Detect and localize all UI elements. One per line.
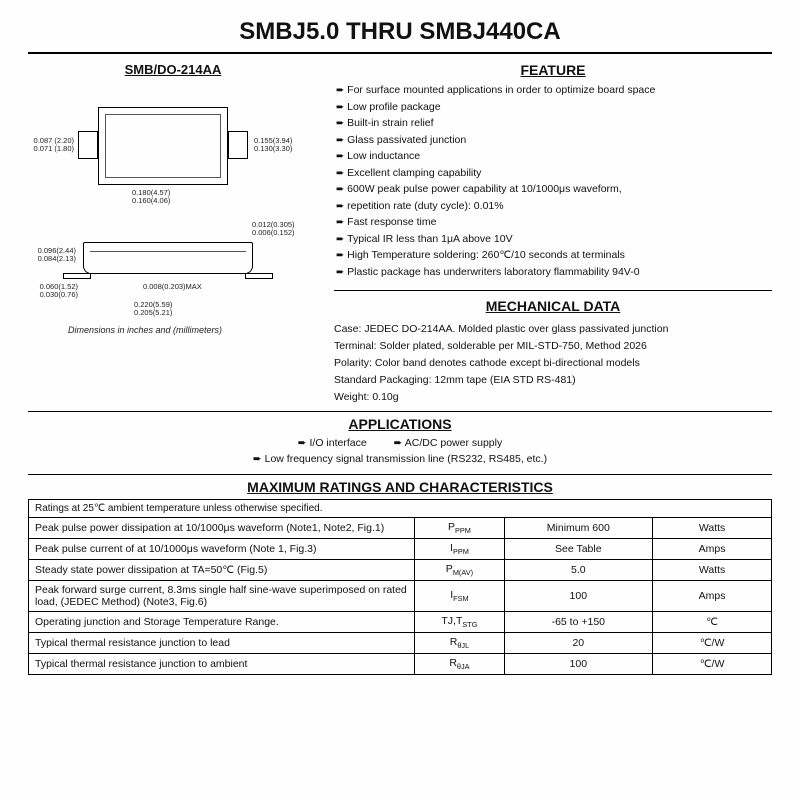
- mechanical-line: Case: JEDEC DO-214AA. Molded plastic ove…: [334, 321, 772, 338]
- table-row: Peak forward surge current, 8.3ms single…: [29, 581, 772, 612]
- feature-item: Glass passivated junction: [336, 132, 772, 149]
- mechanical-heading: MECHANICAL DATA: [334, 290, 772, 317]
- ratings-heading: MAXIMUM RATINGS AND CHARACTERISTICS: [28, 479, 772, 495]
- table-row: Typical thermal resistance junction to l…: [29, 633, 772, 654]
- feature-item: Plastic package has underwriters laborat…: [336, 264, 772, 281]
- mechanical-line: Terminal: Solder plated, solderable per …: [334, 338, 772, 355]
- table-row: Steady state power dissipation at TA=50℃…: [29, 560, 772, 581]
- feature-heading: FEATURE: [334, 62, 772, 78]
- feature-item: Low profile package: [336, 99, 772, 116]
- table-row: Typical thermal resistance junction to a…: [29, 654, 772, 675]
- feature-list: For surface mounted applications in orde…: [334, 82, 772, 280]
- feature-item: repetition rate (duty cycle): 0.01%: [336, 198, 772, 215]
- table-row: Peak pulse current of at 10/1000μs wavef…: [29, 538, 772, 559]
- feature-item: High Temperature soldering: 260℃/10 seco…: [336, 247, 772, 264]
- table-row: Operating junction and Storage Temperatu…: [29, 612, 772, 633]
- mechanical-line: Polarity: Color band denotes cathode exc…: [334, 355, 772, 372]
- package-diagram: SMB/DO-214AA 0.087 (2.20) 0.071 (1.80) 0…: [28, 62, 318, 405]
- diagram-title: SMB/DO-214AA: [28, 62, 318, 77]
- feature-item: Fast response time: [336, 214, 772, 231]
- page-title: SMBJ5.0 THRU SMBJ440CA: [28, 18, 772, 54]
- mechanical-line: Standard Packaging: 12mm tape (EIA STD R…: [334, 372, 772, 389]
- feature-item: For surface mounted applications in orde…: [336, 82, 772, 99]
- applications-heading: APPLICATIONS: [28, 416, 772, 432]
- feature-item: 600W peak pulse power capability at 10/1…: [336, 181, 772, 198]
- table-row: Peak pulse power dissipation at 10/1000μ…: [29, 517, 772, 538]
- feature-item: Excellent clamping capability: [336, 165, 772, 182]
- mechanical-content: Case: JEDEC DO-214AA. Molded plastic ove…: [334, 321, 772, 405]
- feature-item: Low inductance: [336, 148, 772, 165]
- mechanical-line: Weight: 0.10g: [334, 389, 772, 406]
- feature-item: Typical IR less than 1μA above 10V: [336, 231, 772, 248]
- ratings-table: Ratings at 25℃ ambient temperature unles…: [28, 499, 772, 676]
- ratings-note: Ratings at 25℃ ambient temperature unles…: [29, 499, 772, 517]
- applications-list: I/O interface AC/DC power supply Low fre…: [28, 436, 772, 468]
- diagram-caption: Dimensions in inches and (millimeters): [68, 325, 222, 335]
- feature-item: Built-in strain relief: [336, 115, 772, 132]
